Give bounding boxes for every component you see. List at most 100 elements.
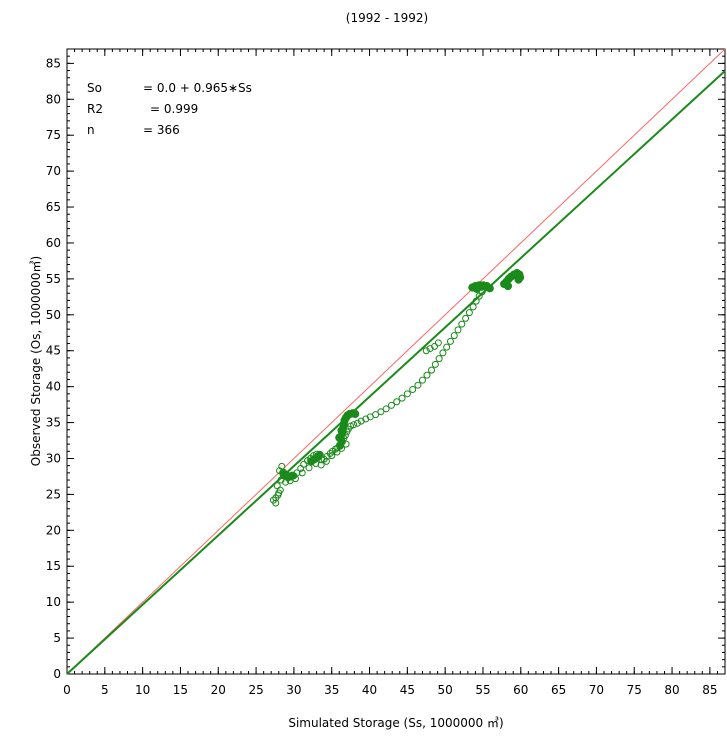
plot-frame	[66, 48, 726, 675]
y-tick-label: 35	[46, 416, 61, 430]
x-tick-label: 20	[211, 683, 226, 697]
open-data-point	[462, 314, 470, 322]
y-tick-label: 75	[46, 128, 61, 142]
x-tick-label: 25	[248, 683, 263, 697]
filled-data-point	[351, 409, 360, 419]
open-data-point	[446, 337, 454, 345]
filled-data-point	[503, 281, 513, 291]
n-value: = 366	[143, 123, 180, 137]
y-tick-label: 5	[53, 631, 61, 645]
stats-box: So = 0.0 + 0.965∗Ss R2 = 0.999 n = 366	[87, 81, 252, 137]
x-tick-label: 75	[627, 683, 642, 697]
open-data-point	[305, 464, 313, 472]
open-data-point	[465, 309, 473, 317]
n-label: n	[87, 123, 95, 137]
y-tick-label: 80	[46, 92, 61, 106]
open-data-point	[435, 355, 443, 363]
open-data-point	[350, 421, 358, 429]
open-data-point	[282, 478, 290, 486]
open-data-point	[454, 326, 462, 334]
y-tick-label: 30	[46, 451, 61, 465]
y-tick-label: 55	[46, 272, 61, 286]
regression-line	[66, 70, 726, 675]
open-data-point	[333, 448, 341, 456]
open-data-point	[414, 381, 422, 389]
open-data-point	[439, 349, 447, 357]
open-data-point	[393, 398, 401, 406]
filled-data-point	[337, 426, 346, 435]
so-label: So	[87, 81, 102, 95]
r2-value: = 0.999	[150, 102, 198, 116]
x-tick-label: 70	[589, 683, 604, 697]
y-tick-label: 15	[46, 559, 61, 573]
open-data-point	[443, 343, 451, 351]
open-data-point	[326, 449, 334, 457]
open-data-point	[472, 297, 480, 305]
reference-lines	[66, 48, 726, 675]
open-data-point	[382, 405, 390, 413]
open-data-point	[377, 408, 385, 416]
y-tick-labels: 0 5 10 15 20 25 30 35 40 45 50 55 60 65 70 75 80 85	[46, 56, 61, 681]
chart-title: (1992 - 1992)	[346, 11, 428, 25]
open-data-point	[409, 386, 417, 394]
open-data-point	[353, 419, 361, 427]
open-data-point	[434, 339, 442, 347]
x-tick-label: 55	[475, 683, 490, 697]
y-tick-label: 0	[53, 667, 61, 681]
open-data-point	[450, 332, 458, 340]
y-tick-label: 40	[46, 380, 61, 394]
x-tick-label: 30	[286, 683, 301, 697]
open-data-point	[469, 303, 477, 311]
x-tick-label: 80	[664, 683, 679, 697]
filled-data-point	[477, 282, 486, 291]
y-tick-label: 70	[46, 164, 61, 178]
open-data-point	[398, 394, 406, 402]
y-tick-label: 50	[46, 308, 61, 322]
one-to-one-line	[66, 48, 726, 675]
y-tick-label: 65	[46, 200, 61, 214]
open-data-point	[403, 390, 411, 398]
x-tick-label: 10	[135, 683, 150, 697]
y-tick-label: 45	[46, 344, 61, 358]
open-data-point	[322, 457, 330, 465]
open-data-point	[328, 452, 336, 460]
x-tick-label: 0	[63, 683, 71, 697]
open-data-point	[422, 347, 430, 355]
x-tick-label: 15	[173, 683, 188, 697]
open-data-point	[317, 461, 325, 469]
open-data-point	[458, 320, 466, 328]
open-data-point	[273, 482, 281, 490]
y-tick-label: 60	[46, 236, 61, 250]
x-tick-label: 50	[438, 683, 453, 697]
x-tick-labels: 0 5 10 15 20 25 30 35 40 45 50 55 60 65 70 75 80 85	[63, 683, 717, 697]
filled-data-point	[485, 284, 494, 293]
x-tick-label: 45	[400, 683, 415, 697]
open-data-point	[275, 489, 283, 497]
filled-data-point	[288, 471, 297, 480]
x-tick-label: 60	[513, 683, 528, 697]
filled-points	[279, 269, 525, 481]
filled-data-point	[514, 275, 523, 284]
x-axis-title: Simulated Storage (Ss, 1000000 ㎥)	[288, 716, 503, 730]
y-axis-title: Observed Storage (Os, 1000000㎥)	[29, 256, 43, 466]
open-data-point	[431, 342, 439, 350]
so-value: = 0.0 + 0.965∗Ss	[143, 81, 252, 95]
x-tick-label: 85	[702, 683, 717, 697]
open-data-point	[300, 460, 308, 468]
open-data-point	[298, 469, 306, 477]
y-tick-label: 85	[46, 56, 61, 70]
r2-label: R2	[87, 102, 103, 116]
y-tick-label: 10	[46, 595, 61, 609]
open-data-point	[418, 376, 426, 384]
open-data-point	[423, 371, 431, 379]
x-tick-label: 65	[551, 683, 566, 697]
x-tick-label: 35	[324, 683, 339, 697]
y-tick-label: 25	[46, 487, 61, 501]
major-ticks	[66, 49, 725, 675]
open-data-point	[428, 366, 436, 374]
y-tick-label: 20	[46, 523, 61, 537]
open-data-point	[272, 499, 280, 507]
open-data-point	[372, 411, 380, 419]
x-tick-label: 40	[362, 683, 377, 697]
